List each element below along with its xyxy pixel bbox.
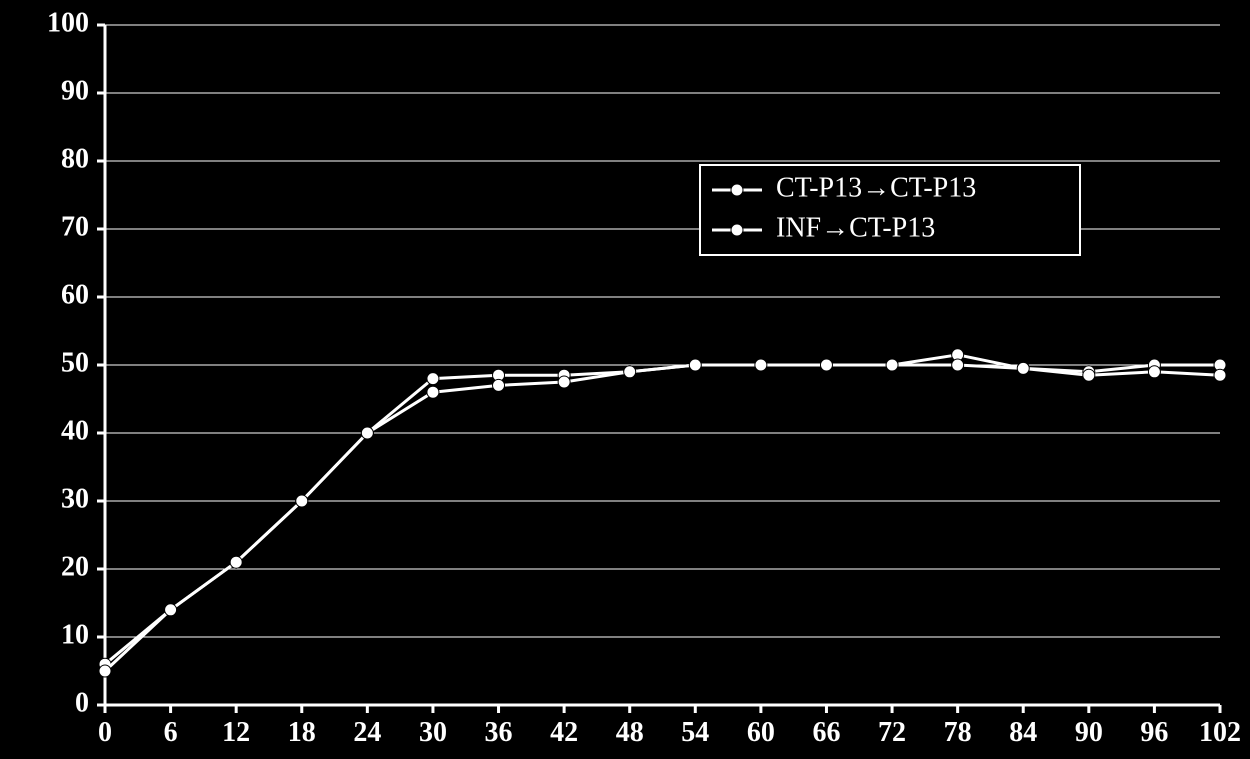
legend-label: INF→CT-P13 <box>776 212 935 243</box>
series-marker <box>952 359 964 371</box>
series-marker <box>1017 362 1029 374</box>
x-tick-label: 90 <box>1075 717 1103 748</box>
x-tick-label: 96 <box>1140 717 1168 748</box>
x-tick-label: 72 <box>878 717 906 748</box>
x-tick-label: 24 <box>353 717 381 748</box>
x-tick-label: 102 <box>1199 717 1241 748</box>
x-tick-label: 54 <box>681 717 709 748</box>
x-tick-label: 6 <box>164 717 178 748</box>
chart-background <box>0 0 1250 759</box>
series-marker <box>755 359 767 371</box>
y-tick-label: 40 <box>61 415 89 446</box>
series-marker <box>427 386 439 398</box>
chart-svg: 0 10 20 30 40 50 60 70 80 90 100 0 6 12 18 24 30 36 42 48 54… <box>0 0 1250 759</box>
series-marker <box>427 373 439 385</box>
y-tick-label: 90 <box>61 75 89 106</box>
series-marker <box>820 359 832 371</box>
legend-swatch-marker <box>731 184 743 196</box>
x-tick-label: 78 <box>944 717 972 748</box>
series-marker <box>165 604 177 616</box>
series-marker <box>99 665 111 677</box>
y-tick-label: 10 <box>61 619 89 650</box>
series-marker <box>230 556 242 568</box>
legend-swatch-marker <box>731 224 743 236</box>
y-tick-label: 100 <box>47 7 89 38</box>
x-tick-label: 0 <box>98 717 112 748</box>
series-marker <box>1148 366 1160 378</box>
series-marker <box>296 495 308 507</box>
series-marker <box>493 379 505 391</box>
line-chart: 0 10 20 30 40 50 60 70 80 90 100 0 6 12 18 24 30 36 42 48 54… <box>0 0 1250 759</box>
series-marker <box>689 359 701 371</box>
series-marker <box>886 359 898 371</box>
y-tick-label: 0 <box>75 687 89 718</box>
series-marker <box>558 376 570 388</box>
x-tick-label: 84 <box>1009 717 1037 748</box>
x-tick-label: 42 <box>550 717 578 748</box>
x-tick-label: 30 <box>419 717 447 748</box>
y-tick-label: 50 <box>61 347 89 378</box>
x-tick-label: 60 <box>747 717 775 748</box>
series-marker <box>1214 369 1226 381</box>
x-tick-label: 48 <box>616 717 644 748</box>
series-marker <box>1083 369 1095 381</box>
y-tick-label: 70 <box>61 211 89 242</box>
x-tick-label: 36 <box>485 717 513 748</box>
series-marker <box>624 366 636 378</box>
series-marker <box>361 427 373 439</box>
y-tick-label: 60 <box>61 279 89 310</box>
x-tick-label: 66 <box>812 717 840 748</box>
y-tick-label: 80 <box>61 143 89 174</box>
x-tick-label: 18 <box>288 717 316 748</box>
y-tick-label: 20 <box>61 551 89 582</box>
y-tick-label: 30 <box>61 483 89 514</box>
x-tick-label: 12 <box>222 717 250 748</box>
legend-label: CT-P13→CT-P13 <box>776 172 976 203</box>
